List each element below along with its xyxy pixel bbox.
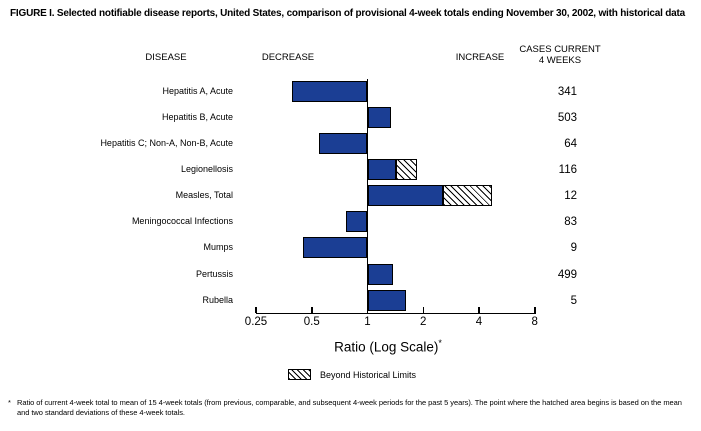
cases-value: 83 [564,216,577,229]
footnote-marker: * [8,398,11,407]
disease-label: Hepatitis B, Acute [161,111,233,122]
x-axis-label: Ratio (Log Scale)* [288,338,488,355]
column-header-cases: CASES CURRENT 4 WEEKS [505,44,615,66]
column-header-increase: INCREASE [455,52,505,63]
disease-label: Mumps [203,242,233,253]
x-axis-tick [478,306,480,313]
ratio-bar [346,211,368,233]
ratio-bar [367,185,443,207]
ratio-bar [367,158,396,180]
x-axis-line [255,312,536,314]
column-header-cases-line2: 4 WEEKS [538,54,582,66]
disease-label: Rubella [202,294,233,305]
x-axis-label-text: Ratio (Log Scale) [334,339,439,355]
x-axis-tick-label: 2 [420,316,427,328]
cases-value: 5 [570,294,577,307]
x-axis-tick [255,306,257,313]
beyond-historical-limits-bar [395,158,417,180]
cases-value: 499 [557,268,577,281]
disease-label: Hepatitis C; Non-A, Non-B, Acute [100,137,233,148]
ratio-bar [367,289,407,311]
cases-value: 12 [564,190,577,203]
x-axis-tick-label: 1 [364,316,371,328]
disease-label: Meningococcal Infections [131,216,233,227]
ratio-bar [367,106,392,128]
disease-label: Pertussis [195,268,233,279]
cases-value: 503 [557,111,577,124]
x-axis-tick-label: 0.5 [303,316,320,328]
x-axis-tick [311,306,313,313]
disease-label: Measles, Total [175,190,233,201]
x-axis-tick-label: 0.25 [244,316,268,328]
ratio-bar [319,132,368,154]
figure-title: FIGURE I. Selected notifiable disease re… [10,8,686,19]
column-header-disease: DISEASE [145,52,187,63]
cases-value: 116 [558,163,577,176]
footnote: * Ratio of current 4-week total to mean … [8,398,696,417]
hatched-swatch-icon [288,369,311,380]
x-axis-tick-label: 8 [531,316,538,328]
footnote-text: Ratio of current 4-week total to mean of… [17,398,682,417]
cases-value: 64 [564,137,577,150]
disease-label: Legionellosis [180,163,233,174]
beyond-historical-limits-bar [442,185,492,207]
ratio-bar [367,263,393,285]
x-axis-tick [366,306,369,313]
x-axis-tick-label: 4 [475,316,483,328]
column-header-cases-line1: CASES CURRENT [519,44,601,55]
cases-value: 341 [557,85,577,98]
legend-label: Beyond Historical Limits [320,369,417,380]
x-axis-label-footnote-marker: * [438,338,442,348]
legend: Beyond Historical Limits [288,369,416,380]
ratio-bar [303,237,368,259]
x-axis-tick [534,306,536,313]
x-axis-tick [422,306,424,313]
column-header-decrease: DECREASE [261,52,315,63]
cases-value: 9 [570,242,577,255]
disease-label: Hepatitis A, Acute [162,85,233,96]
ratio-bar [291,80,368,102]
baseline-axis-line [366,79,368,314]
